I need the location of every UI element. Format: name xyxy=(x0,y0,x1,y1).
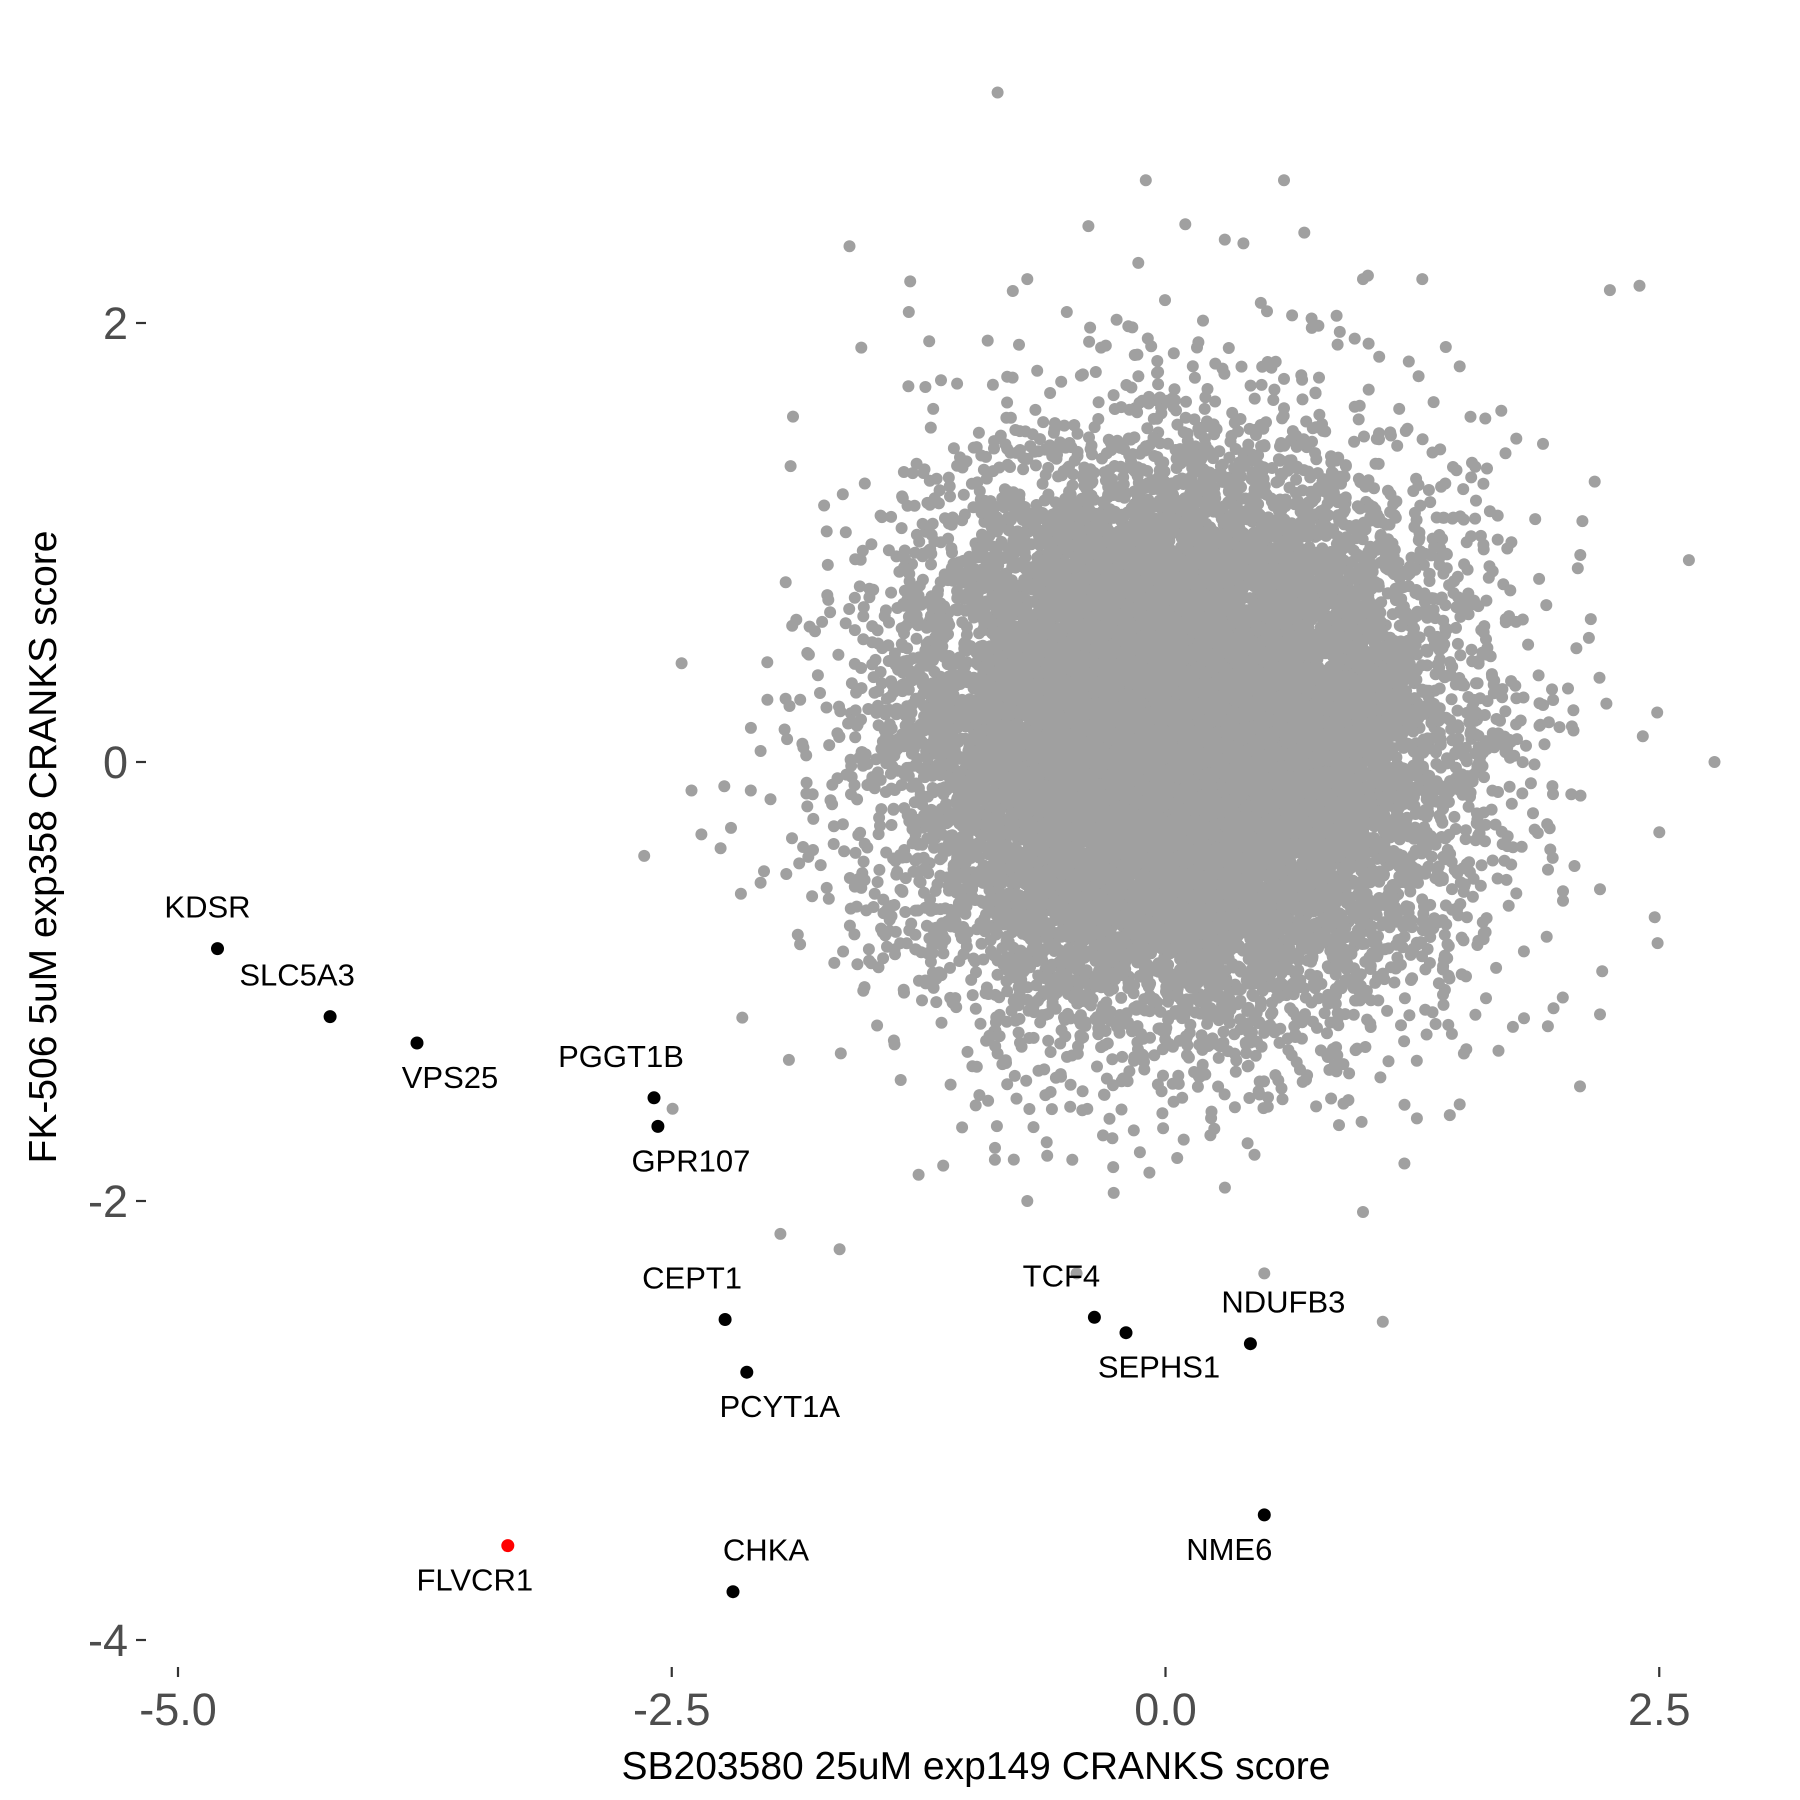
background-point xyxy=(1466,890,1479,903)
background-point xyxy=(1562,682,1574,695)
background-point xyxy=(1162,437,1174,450)
background-point xyxy=(966,989,979,1002)
background-point xyxy=(1218,1088,1231,1101)
background-point xyxy=(966,1060,979,1073)
background-point xyxy=(885,510,898,523)
background-point xyxy=(1143,1166,1156,1179)
background-point xyxy=(1412,370,1425,383)
background-point xyxy=(1218,1181,1231,1194)
background-point xyxy=(758,865,770,878)
background-point xyxy=(1157,1122,1170,1135)
background-point xyxy=(1515,840,1528,853)
background-point xyxy=(972,426,985,439)
background-point xyxy=(1465,471,1478,484)
background-point xyxy=(1222,342,1235,354)
background-point xyxy=(1107,1161,1120,1174)
background-point xyxy=(666,1102,679,1115)
background-point xyxy=(858,477,871,490)
background-point xyxy=(761,656,774,669)
background-point xyxy=(1020,1074,1033,1087)
background-point xyxy=(1362,383,1375,396)
background-point xyxy=(780,868,793,880)
background-point xyxy=(1574,549,1587,561)
background-point xyxy=(1241,1137,1254,1150)
background-point xyxy=(1540,599,1553,612)
background-point xyxy=(638,849,651,862)
background-point xyxy=(839,526,852,539)
background-point xyxy=(1313,371,1325,384)
background-point xyxy=(1243,1092,1256,1104)
background-point xyxy=(1416,433,1429,446)
background-point xyxy=(1510,887,1523,900)
background-point xyxy=(1001,396,1014,409)
background-point xyxy=(821,558,834,571)
background-point xyxy=(1398,1035,1411,1048)
background-point xyxy=(848,591,861,604)
background-point xyxy=(871,876,884,888)
background-point xyxy=(965,973,978,986)
background-point xyxy=(811,669,824,682)
background-point xyxy=(927,402,940,415)
background-point xyxy=(1424,496,1437,509)
background-point xyxy=(1106,1132,1119,1145)
background-points xyxy=(638,220,1664,1199)
background-point xyxy=(1152,378,1165,391)
background-point xyxy=(1505,797,1518,810)
background-point xyxy=(1031,364,1044,377)
background-point xyxy=(1469,1008,1482,1021)
background-point xyxy=(1083,335,1096,348)
background-point xyxy=(838,845,851,858)
background-point xyxy=(1045,1103,1058,1116)
background-point xyxy=(1451,637,1464,650)
background-point xyxy=(851,958,864,971)
background-point xyxy=(898,544,911,557)
background-point xyxy=(1442,1018,1455,1031)
background-point xyxy=(862,943,875,956)
background-point xyxy=(1000,411,1013,424)
background-point xyxy=(814,687,826,699)
background-point xyxy=(1278,372,1290,385)
background-point xyxy=(787,410,799,423)
background-point xyxy=(1107,389,1120,402)
background-point xyxy=(930,996,943,1009)
background-point xyxy=(1574,1080,1586,1093)
background-point xyxy=(1010,1092,1023,1105)
background-point xyxy=(1188,371,1201,384)
background-point xyxy=(1296,393,1309,406)
background-point xyxy=(935,1016,948,1029)
background-point xyxy=(899,906,912,918)
background-point xyxy=(1527,807,1539,820)
background-point xyxy=(832,648,845,661)
background-point xyxy=(1648,911,1661,924)
background-point xyxy=(1092,396,1105,409)
background-point xyxy=(956,1121,969,1134)
background-point xyxy=(1151,355,1164,367)
background-point xyxy=(913,535,926,548)
background-point xyxy=(820,525,833,538)
background-point xyxy=(803,620,816,633)
background-point xyxy=(1141,422,1154,435)
background-point xyxy=(1582,631,1595,644)
background-point xyxy=(1064,1100,1077,1113)
background-point xyxy=(824,606,837,619)
background-point xyxy=(834,1047,847,1060)
background-point xyxy=(1398,930,1411,943)
background-point xyxy=(1084,321,1097,334)
background-point xyxy=(1331,338,1344,351)
background-point xyxy=(874,819,886,832)
background-point xyxy=(1116,1050,1129,1063)
background-point xyxy=(744,721,757,734)
background-point xyxy=(822,892,835,905)
background-point xyxy=(1235,360,1248,373)
background-point xyxy=(1254,296,1267,309)
background-point xyxy=(1503,780,1516,793)
